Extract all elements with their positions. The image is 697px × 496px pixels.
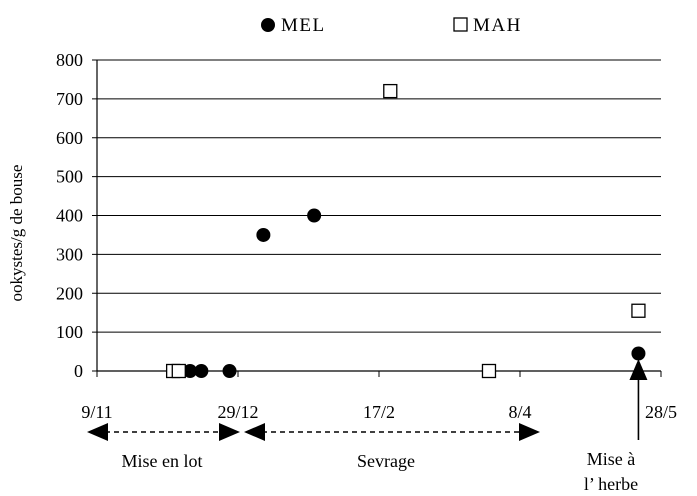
y-tick-label: 700 xyxy=(56,89,83,109)
event-label-line-1: Mise à xyxy=(587,449,636,469)
period-label-sevrage: Sevrage xyxy=(357,451,415,471)
arrowhead xyxy=(519,423,540,441)
y-tick-label: 200 xyxy=(56,283,83,303)
event-arrowhead xyxy=(629,359,648,380)
point-mel xyxy=(222,364,237,378)
legend-marker-mah xyxy=(453,17,468,32)
y-tick-labels: 0 100 200 300 400 500 600 700 800 xyxy=(56,50,83,381)
legend: MEL MAH xyxy=(261,15,522,36)
x-tick-label: 8/4 xyxy=(508,402,531,422)
event-label-line-2: l’ herbe xyxy=(584,474,638,494)
axes xyxy=(96,60,662,377)
point-mel xyxy=(307,208,322,223)
arrowhead xyxy=(219,423,240,441)
gridlines xyxy=(92,59,661,372)
y-tick-label: 400 xyxy=(56,206,83,226)
arrowhead xyxy=(244,423,265,441)
point-mel xyxy=(631,346,646,361)
x-tick-labels: 9/11 29/12 17/2 8/4 28/5 xyxy=(81,402,677,422)
x-tick-label: 17/2 xyxy=(363,402,395,422)
y-tick-label: 0 xyxy=(74,361,83,381)
point-mel xyxy=(194,364,209,378)
arrowhead xyxy=(87,423,108,441)
x-tick-label: 9/11 xyxy=(81,402,112,422)
point-mah xyxy=(631,303,646,318)
legend-marker-mel xyxy=(261,18,275,32)
point-mah xyxy=(481,363,497,379)
x-tick-label: 29/12 xyxy=(217,402,258,422)
point-mah xyxy=(171,363,186,379)
y-tick-label: 500 xyxy=(56,167,83,187)
y-axis-label: ookystes/g de bouse xyxy=(7,165,26,302)
point-mah xyxy=(383,83,398,99)
y-tick-label: 600 xyxy=(56,128,83,148)
legend-label-mel: MEL xyxy=(281,15,326,36)
x-tick-label: 28/5 xyxy=(645,402,677,422)
data-points xyxy=(165,83,646,379)
y-tick-label: 100 xyxy=(56,322,83,342)
y-tick-label: 800 xyxy=(56,50,83,70)
legend-label-mah: MAH xyxy=(473,15,522,36)
point-mel xyxy=(256,227,271,242)
y-tick-label: 300 xyxy=(56,244,83,264)
annotations: Mise en lot Sevrage Mise à l’ herbe xyxy=(87,359,648,494)
period-label-mise-en-lot: Mise en lot xyxy=(122,451,203,471)
point-mel xyxy=(183,364,198,378)
